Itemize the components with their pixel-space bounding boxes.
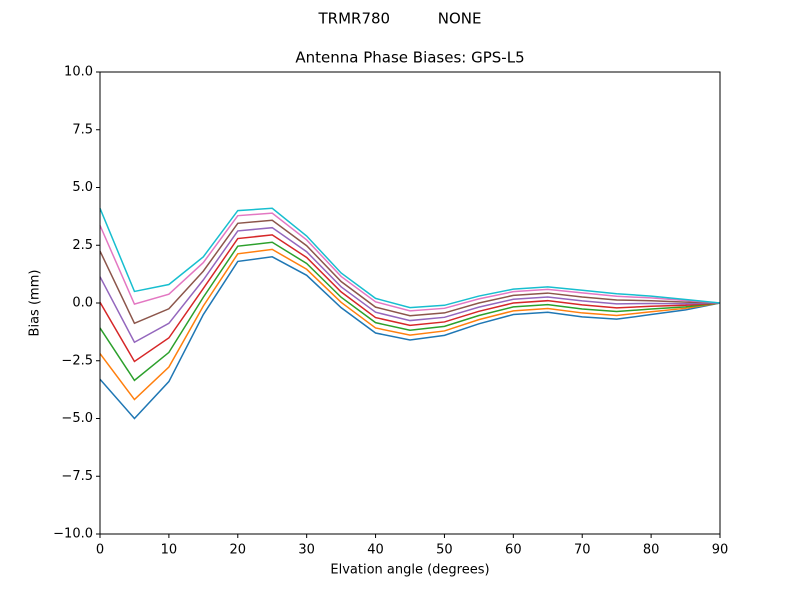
y-tick-label: −10.0 <box>53 527 93 542</box>
chart-title: Antenna Phase Biases: GPS-L5 <box>295 49 524 67</box>
x-tick-label: 70 <box>574 543 591 558</box>
x-axis-label: Elvation angle (degrees) <box>330 563 489 578</box>
y-tick-label: −2.5 <box>61 353 93 368</box>
x-tick-label: 0 <box>96 543 104 558</box>
y-axis-label: Bias (mm) <box>28 270 43 337</box>
suptitle: TRMR780 NONE <box>318 10 482 28</box>
data-line <box>99 234 721 363</box>
data-line <box>99 207 721 309</box>
y-tick-label: −5.0 <box>61 411 93 426</box>
x-tick-label: 10 <box>161 543 178 558</box>
data-line <box>99 212 721 312</box>
data-line <box>99 226 721 344</box>
y-tick-label: 5.0 <box>72 180 93 195</box>
y-tick-label: 2.5 <box>72 238 93 253</box>
data-line <box>99 241 721 382</box>
x-tick-label: 20 <box>230 543 247 558</box>
data-line <box>99 219 721 325</box>
x-tick-label: 60 <box>505 543 522 558</box>
y-tick-label: 0.0 <box>72 296 93 311</box>
y-tick-label: 7.5 <box>72 122 93 137</box>
data-line <box>99 248 721 401</box>
x-tick-label: 90 <box>712 543 729 558</box>
x-tick-label: 80 <box>643 543 660 558</box>
x-tick-label: 30 <box>298 543 315 558</box>
y-tick-label: −7.5 <box>61 469 93 484</box>
data-line <box>99 256 721 420</box>
x-tick-label: 40 <box>367 543 384 558</box>
x-tick-label: 50 <box>436 543 453 558</box>
y-tick-label: 10.0 <box>64 65 93 80</box>
